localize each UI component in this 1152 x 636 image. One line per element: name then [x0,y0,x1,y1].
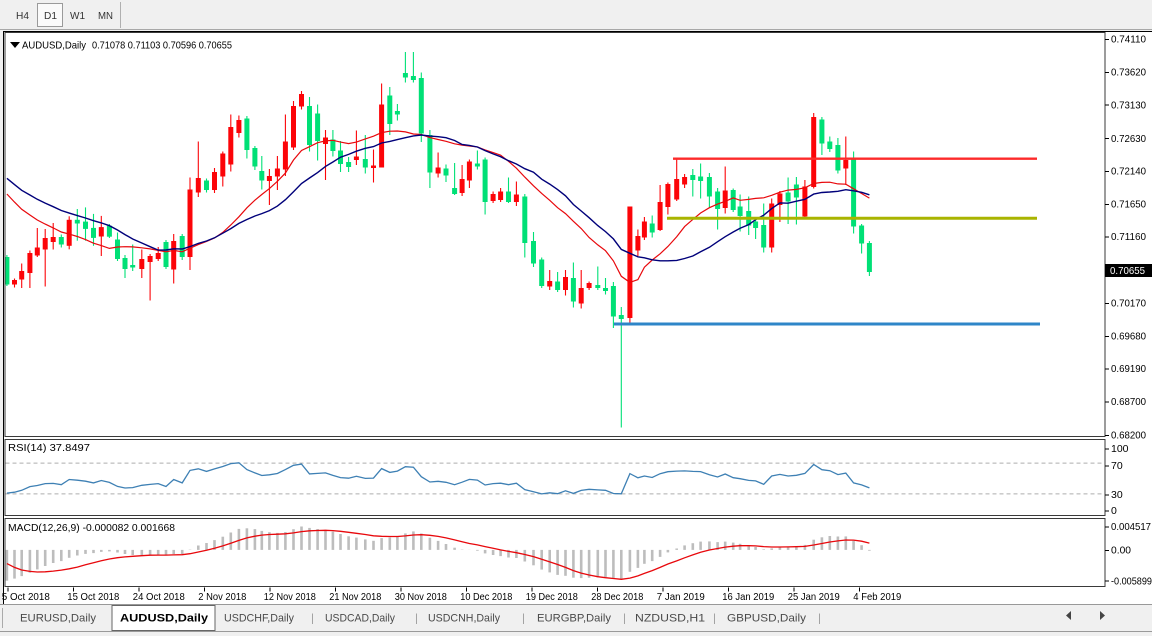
svg-text:0.68200: 0.68200 [1111,430,1146,442]
svg-text:USDCAD,Daily: USDCAD,Daily [325,613,395,625]
svg-text:0.69680: 0.69680 [1111,330,1146,342]
svg-text:NZDUSD,H1: NZDUSD,H1 [635,613,705,625]
svg-text:5 Oct 2018: 5 Oct 2018 [2,591,50,603]
svg-text:MN: MN [98,10,113,22]
svg-text:USDCNH,Daily: USDCNH,Daily [428,613,500,625]
svg-text:RSI(14) 37.8497: RSI(14) 37.8497 [8,442,90,454]
svg-text:70: 70 [1111,460,1123,472]
svg-text:W1: W1 [70,10,85,22]
svg-text:EURGBP,Daily: EURGBP,Daily [537,613,612,625]
svg-text:0.69190: 0.69190 [1111,363,1146,375]
svg-text:|: | [623,613,626,625]
svg-text:AUDUSD,Daily: AUDUSD,Daily [22,40,87,52]
svg-text:0.70655: 0.70655 [1110,265,1145,277]
svg-text:|: | [713,613,716,625]
svg-text:0.72140: 0.72140 [1111,166,1146,178]
svg-text:USDCHF,Daily: USDCHF,Daily [224,613,294,625]
svg-text:0: 0 [1111,505,1117,517]
svg-text:0.73620: 0.73620 [1111,66,1146,78]
svg-text:0.71160: 0.71160 [1111,231,1146,243]
svg-text:28 Dec 2018: 28 Dec 2018 [591,591,643,603]
svg-text:GBPUSD,Daily: GBPUSD,Daily [727,613,807,625]
svg-text:D1: D1 [44,10,57,22]
svg-text:AUDUSD,Daily: AUDUSD,Daily [120,613,209,625]
svg-text:7 Jan 2019: 7 Jan 2019 [657,591,705,603]
svg-text:30 Nov 2018: 30 Nov 2018 [395,591,447,603]
svg-text:|: | [522,613,525,625]
svg-text:0.71078 0.71103 0.70596 0.7065: 0.71078 0.71103 0.70596 0.70655 [92,40,232,52]
svg-text:0.70170: 0.70170 [1111,298,1146,310]
svg-text:0.004517: 0.004517 [1111,521,1151,533]
svg-text:16 Jan 2019: 16 Jan 2019 [722,591,774,603]
svg-text:19 Dec 2018: 19 Dec 2018 [526,591,578,603]
svg-text:-0.005899: -0.005899 [1111,575,1152,587]
svg-text:0.74110: 0.74110 [1111,34,1146,46]
svg-text:EURUSD,Daily: EURUSD,Daily [20,613,96,625]
svg-text:0.71650: 0.71650 [1111,198,1146,210]
svg-text:21 Nov 2018: 21 Nov 2018 [329,591,381,603]
svg-text:15 Oct 2018: 15 Oct 2018 [67,591,119,603]
svg-text:MACD(12,26,9) -0.000082 0.0016: MACD(12,26,9) -0.000082 0.001668 [8,522,175,534]
svg-text:100: 100 [1111,443,1129,455]
svg-text:24 Oct 2018: 24 Oct 2018 [133,591,185,603]
svg-text:2 Nov 2018: 2 Nov 2018 [198,591,246,603]
svg-text:|: | [818,613,821,625]
svg-text:25 Jan 2019: 25 Jan 2019 [788,591,840,603]
svg-text:4 Feb 2019: 4 Feb 2019 [853,591,901,603]
svg-text:H4: H4 [16,10,29,22]
svg-text:0.68700: 0.68700 [1111,396,1146,408]
svg-text:30: 30 [1111,489,1123,501]
svg-text:12 Nov 2018: 12 Nov 2018 [264,591,316,603]
svg-text:10 Dec 2018: 10 Dec 2018 [460,591,512,603]
svg-text:0.72630: 0.72630 [1111,133,1146,145]
svg-text:|: | [415,613,418,625]
svg-text:0.73130: 0.73130 [1111,99,1146,111]
svg-text:|: | [311,613,314,625]
svg-text:0.00: 0.00 [1111,545,1131,557]
